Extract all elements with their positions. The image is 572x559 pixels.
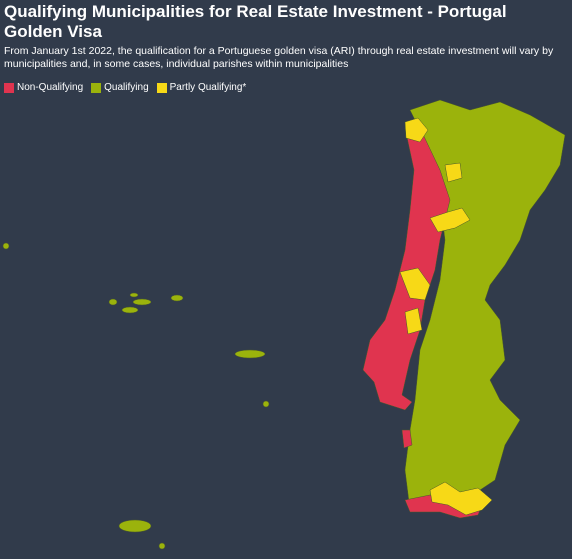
subtitle: From January 1st 2022, the qualification… [4, 45, 554, 70]
partly-porto [444, 162, 463, 183]
partly-leiria [404, 307, 423, 335]
title: Qualifying Municipalities for Real Estat… [4, 2, 507, 41]
legend-label: Qualifying [104, 82, 149, 93]
legend-item: Non-Qualifying [4, 82, 83, 93]
legend: Non-Qualifying Qualifying Partly Qualifyin… [4, 82, 246, 93]
azores-island [121, 306, 139, 314]
partly-centre [399, 267, 431, 301]
azores-sao-miguel [234, 349, 266, 359]
legend-item: Partly Qualifying* [156, 82, 247, 93]
azores-pico [132, 298, 152, 306]
legend-swatch [156, 82, 167, 93]
azores-santa-maria [262, 400, 270, 408]
legend-swatch [4, 82, 14, 93]
legend-label: Partly Qualifying* [169, 82, 247, 93]
southwest-non-qualifying [401, 429, 413, 449]
porto-santo [158, 542, 166, 550]
legend-swatch [91, 82, 102, 93]
legend-item: Qualifying [91, 82, 149, 93]
partly-viseu [429, 207, 471, 233]
azores-island [129, 292, 139, 298]
madeira [118, 519, 152, 533]
azores-terceira [170, 294, 184, 302]
legend-label: Non-Qualifying [17, 82, 84, 93]
partly-algarve [429, 481, 493, 516]
partly-north [404, 117, 429, 143]
azores-island [108, 298, 118, 306]
azores-flores [2, 242, 10, 250]
